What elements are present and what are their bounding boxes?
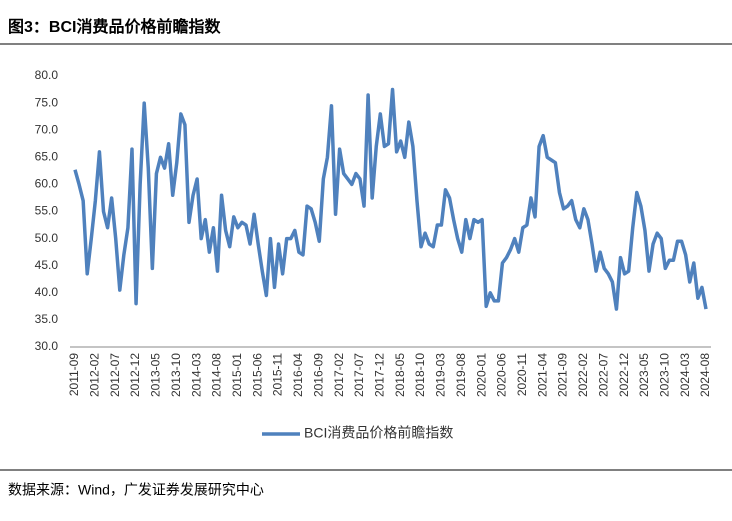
x-tick-label: 2016-09: [311, 353, 325, 397]
x-tick-label: 2015-01: [230, 353, 244, 397]
x-tick-label: 2012-02: [88, 353, 102, 397]
x-tick-label: 2013-10: [169, 353, 183, 397]
x-tick-label: 2019-03: [434, 353, 448, 397]
x-tick-label: 2015-11: [271, 353, 285, 396]
y-tick-label: 55.0: [35, 204, 59, 218]
y-tick-label: 35.0: [35, 312, 59, 326]
series-line: [73, 87, 708, 311]
x-tick-label: 2012-12: [128, 353, 142, 397]
x-tick-label: 2019-08: [454, 353, 468, 397]
x-tick-label: 2022-07: [596, 353, 610, 397]
x-tick-label: 2024-08: [698, 353, 712, 397]
x-tick-label: 2016-04: [291, 353, 305, 397]
x-tick-label: 2023-05: [637, 353, 651, 397]
y-tick-label: 70.0: [35, 122, 59, 136]
x-tick-label: 2017-07: [352, 353, 366, 397]
y-tick-label: 80.0: [35, 68, 59, 82]
y-tick-label: 65.0: [35, 149, 59, 163]
x-tick-label: 2014-03: [189, 353, 203, 397]
x-tick-label: 2017-12: [372, 353, 386, 397]
x-tick-label: 2012-07: [108, 353, 122, 397]
y-tick-label: 75.0: [35, 95, 59, 109]
x-tick-label: 2017-02: [332, 353, 346, 397]
x-tick-label: 2015-06: [250, 353, 264, 397]
x-tick-label: 2021-09: [556, 353, 570, 397]
x-tick-label: 2022-02: [576, 353, 590, 397]
x-tick-label: 2018-05: [393, 353, 407, 397]
y-tick-label: 40.0: [35, 285, 59, 299]
source: 数据来源：Wind，广发证券发展研究中心: [8, 482, 264, 498]
y-tick-label: 50.0: [35, 231, 59, 245]
x-tick-label: 2021-04: [535, 353, 549, 397]
x-tick-label: 2020-01: [474, 353, 488, 397]
x-tick-label: 2022-12: [617, 353, 631, 397]
x-tick-label: 2023-10: [657, 353, 671, 397]
chart-title: 图3：BCI消费品价格前瞻指数: [8, 17, 221, 36]
x-tick-label: 2013-05: [149, 353, 163, 397]
x-tick-label: 2018-10: [413, 353, 427, 397]
x-tick-label: 2014-08: [210, 353, 224, 397]
legend-label: BCI消费品价格前瞻指数: [304, 425, 453, 441]
y-tick-label: 60.0: [35, 177, 59, 191]
y-tick-label: 45.0: [35, 258, 59, 272]
x-tick-label: 2024-03: [678, 353, 692, 397]
y-tick-label: 30.0: [35, 339, 59, 353]
x-tick-label: 2011-09: [67, 353, 81, 396]
x-tick-label: 2020-11: [515, 353, 529, 396]
x-tick-label: 2020-06: [495, 353, 509, 397]
